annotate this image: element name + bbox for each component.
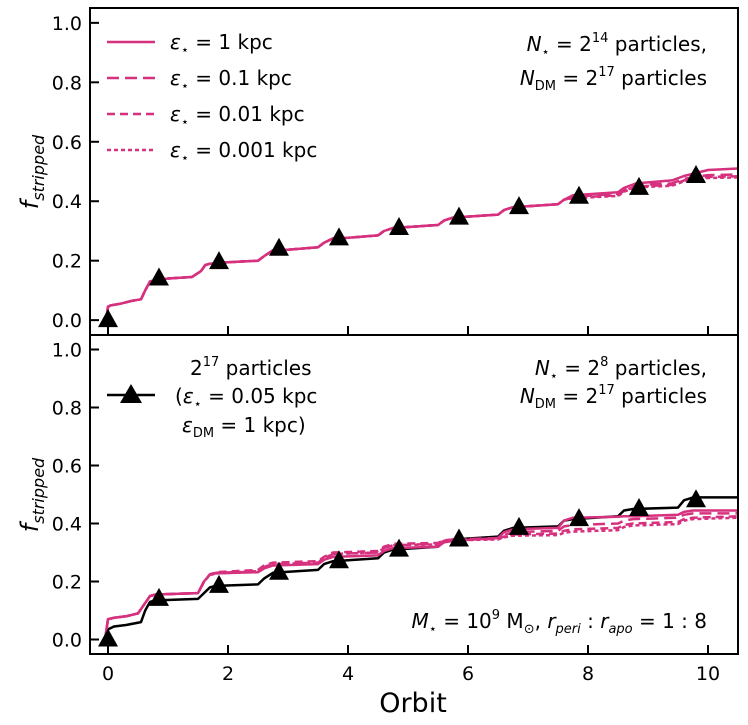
bottom-markers-group [98,489,706,647]
bottom-marker-6 [449,528,469,547]
bottom-panel: 0.0 0.2 0.4 0.6 0.8 1.0 0 2 4 6 8 10 fstripped Orb… [16,334,739,719]
bottom-marker-9 [629,498,649,516]
top-series-group [101,167,739,325]
bottom-ytick-label: 0.0 [52,630,82,652]
top-ytick-label: 0.6 [52,132,82,154]
top-y-axis-label: fstripped [16,134,48,209]
top-marker-10 [686,164,706,183]
top-series-3 [101,176,739,325]
top-markers-group [98,164,706,328]
bottom-series-3 [101,515,739,644]
bottom-y-ticks: 0.0 0.2 0.4 0.6 0.8 1.0 [52,340,99,652]
bottom-annotation-line1: N⋆ = 28 particles, [535,355,707,384]
bottom-annotation-line2: NDM = 217 particles [520,383,707,412]
top-series-1 [101,173,739,325]
bottom-x-ticks: 0 2 4 6 8 10 [102,645,720,685]
legend-label-eps-0.001: ε⋆ = 0.001 kpc [170,138,317,166]
bottom-marker-4 [329,550,349,569]
top-marker-4 [329,227,349,246]
top-marker-5 [389,216,409,235]
top-series-2 [101,175,739,325]
top-y-ticks: 0.0 0.2 0.4 0.6 0.8 1.0 [52,13,99,332]
bottom-annotation-mass-ratio: M⋆ = 109 M⊙, rperi : rapo = 1 : 8 [411,608,707,637]
legend-label-eps-0.1: ε⋆ = 0.1 kpc [170,66,292,94]
bottom-xtick-label: 8 [582,663,594,685]
bottom-legend: 217 particles (ε⋆ = 0.05 kpc εDM = 1 kpc… [107,355,317,441]
bottom-series-4 [101,516,739,644]
top-marker-1 [149,267,169,286]
bottom-marker-7 [509,516,529,535]
bottom-marker-8 [569,508,589,527]
bottom-xtick-label: 2 [222,663,234,685]
legend-item-eps-0.001: ε⋆ = 0.001 kpc [107,138,317,166]
bottom-plot-frame [89,334,739,655]
bottom-legend-line1: 217 particles [190,355,312,380]
bottom-legend-line2: (ε⋆ = 0.05 kpc [175,384,317,412]
top-ytick-label: 0.8 [52,72,82,94]
legend-triangle-marker [120,384,142,403]
top-annotation-line2: NDM = 217 particles [520,65,707,94]
top-ytick-label: 0.4 [52,191,82,213]
bottom-xtick-label: 0 [102,663,114,685]
bottom-legend-line3: εDM = 1 kpc) [182,413,306,441]
bottom-marker-0 [98,628,118,647]
top-ytick-label: 1.0 [52,13,82,35]
x-axis-label: Orbit [379,688,447,719]
bottom-marker-2 [209,574,229,593]
bottom-marker-3 [269,561,289,580]
top-marker-6 [449,206,469,225]
bottom-y-axis-label: fstripped [16,457,48,532]
bottom-ytick-label: 0.2 [52,572,82,594]
top-ytick-label: 0.0 [52,310,82,332]
bottom-marker-1 [149,587,169,606]
bottom-marker-5 [389,538,409,557]
top-marker-0 [98,309,118,328]
legend-item-eps-0.1: ε⋆ = 0.1 kpc [107,66,292,94]
legend-item-eps-0.01: ε⋆ = 0.01 kpc [107,102,305,130]
legend-label-eps-0.01: ε⋆ = 0.01 kpc [170,102,305,130]
bottom-series-group [101,496,739,644]
top-annotation-line1: N⋆ = 214 particles, [527,31,707,60]
top-panel: 0.0 0.2 0.4 0.6 0.8 1.0 fstripped ε⋆ = 1 kpc … [16,7,739,336]
bottom-xtick-label: 6 [462,663,474,685]
bottom-xtick-label: 10 [696,663,720,685]
top-legend: ε⋆ = 1 kpc ε⋆ = 0.1 kpc ε⋆ = 0.01 kpc ε⋆… [107,30,317,166]
bottom-xtick-label: 4 [342,663,354,685]
bottom-ytick-label: 1.0 [52,340,82,362]
legend-item-eps-1: ε⋆ = 1 kpc [107,30,273,58]
top-marker-8 [569,185,589,204]
bottom-marker-10 [686,489,706,508]
bottom-ytick-label: 0.8 [52,398,82,420]
top-ytick-label: 0.2 [52,251,82,273]
bottom-ytick-label: 0.6 [52,456,82,478]
top-marker-3 [269,237,289,256]
top-marker-2 [209,251,229,270]
top-x-ticks [107,326,709,335]
legend-label-eps-1: ε⋆ = 1 kpc [170,30,273,58]
top-marker-9 [629,176,649,195]
bottom-ytick-label: 0.4 [52,514,82,536]
top-marker-7 [509,196,529,215]
